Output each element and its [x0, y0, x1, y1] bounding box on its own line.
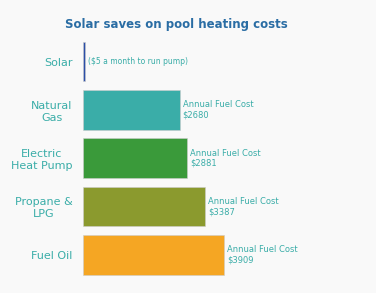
Text: Annual Fuel Cost
$2680: Annual Fuel Cost $2680 — [182, 100, 253, 120]
Text: Annual Fuel Cost
$3387: Annual Fuel Cost $3387 — [208, 197, 279, 216]
Title: Solar saves on pool heating costs: Solar saves on pool heating costs — [65, 18, 288, 31]
Bar — [83, 90, 180, 130]
Bar — [83, 235, 224, 275]
Bar — [83, 42, 85, 81]
Text: ($5 a month to run pump): ($5 a month to run pump) — [88, 57, 188, 66]
Bar — [83, 138, 187, 178]
Text: Annual Fuel Cost
$2881: Annual Fuel Cost $2881 — [190, 149, 261, 168]
Bar — [83, 187, 205, 226]
Text: Annual Fuel Cost
$3909: Annual Fuel Cost $3909 — [227, 245, 297, 265]
